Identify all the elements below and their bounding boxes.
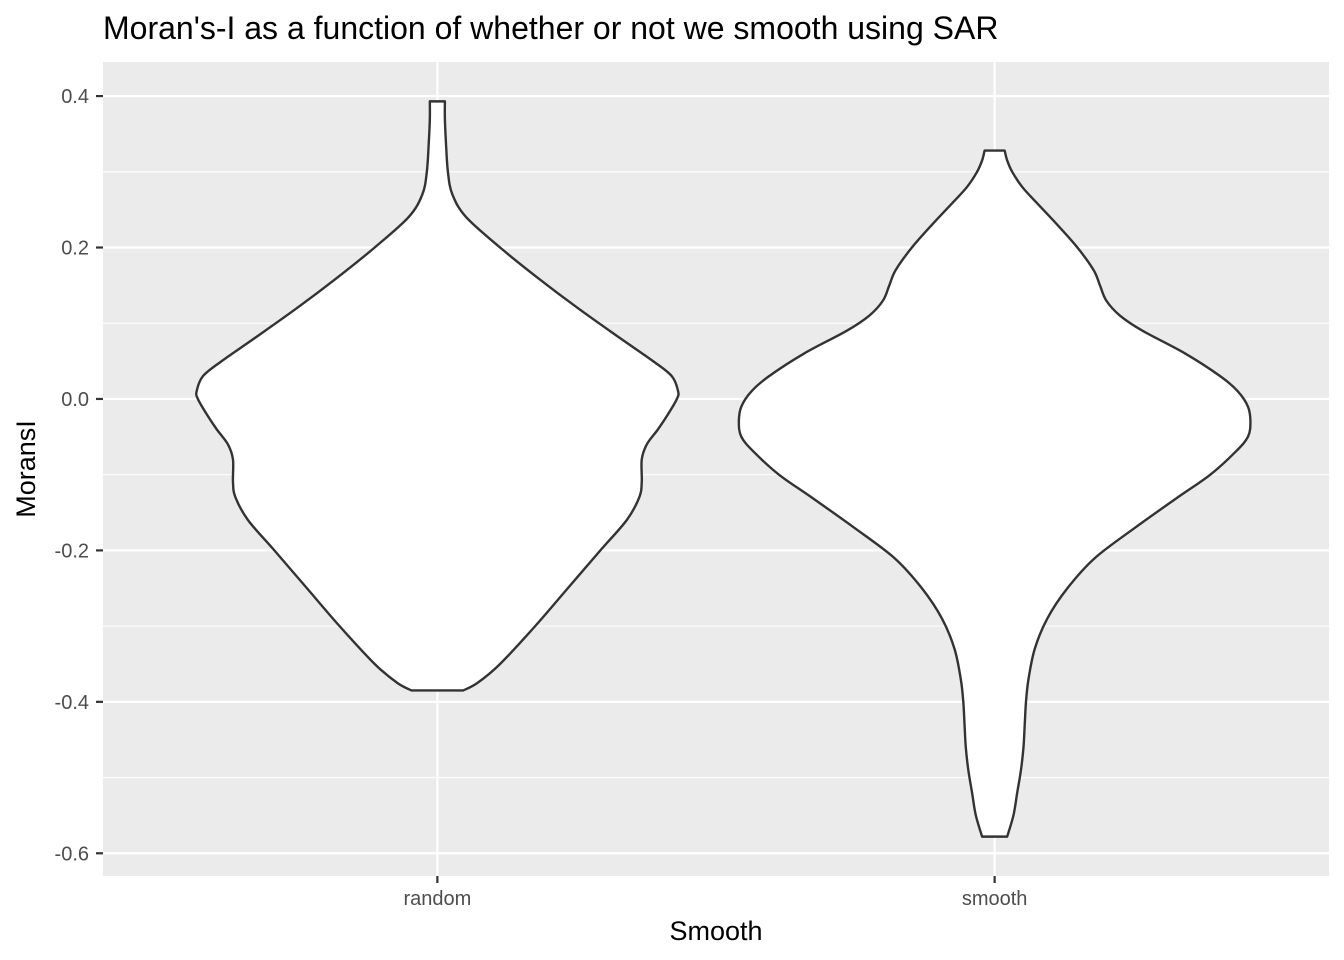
violin-smooth (737, 149, 1252, 838)
y-axis: -0.6 -0.4 -0.2 0.0 0.2 0.4 (55, 86, 103, 865)
x-tick-label: smooth (962, 888, 1028, 910)
violin-random (195, 100, 680, 692)
y-tick-label: 0.0 (61, 389, 89, 411)
x-axis-title: Smooth (669, 916, 762, 946)
x-axis: random smooth (403, 876, 1027, 910)
y-tick-label: -0.4 (55, 692, 89, 714)
y-axis-title: MoransI (11, 420, 41, 518)
violins (195, 100, 1252, 838)
y-tick-label: 0.4 (61, 86, 89, 108)
y-tick-label: 0.2 (61, 238, 89, 260)
x-tick-label: random (403, 888, 471, 910)
y-tick-label: -0.6 (55, 843, 89, 865)
y-tick-label: -0.2 (55, 540, 89, 562)
chart-title: Moran's-I as a function of whether or no… (103, 10, 998, 46)
